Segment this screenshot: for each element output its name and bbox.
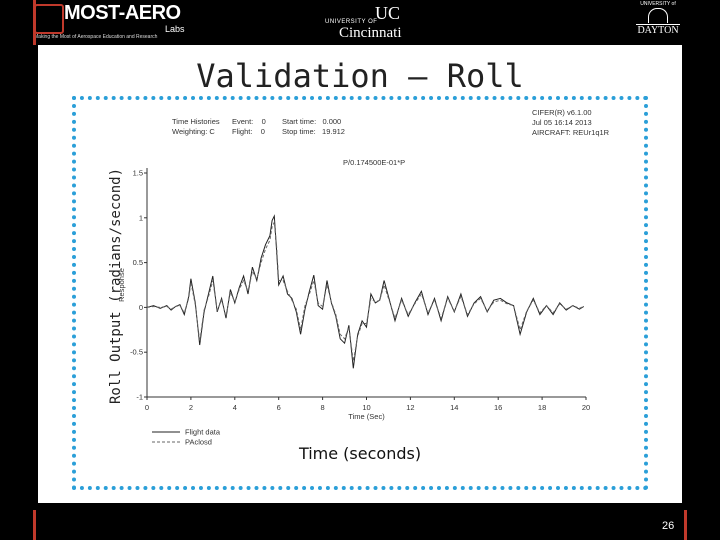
left-accent-bar-top <box>33 0 36 45</box>
logo-right-name: DAYTON <box>636 24 680 36</box>
x-tick-label: 12 <box>406 403 414 412</box>
left-accent-bar-bottom <box>33 510 36 540</box>
plot-header-col1: Time Histories Weighting: C <box>172 117 220 137</box>
y-tick-label: -1 <box>136 393 143 402</box>
y-tick-label: 1 <box>139 213 143 222</box>
y-tick-label: -0.5 <box>130 348 143 357</box>
stop-value: 19.912 <box>322 127 345 136</box>
logo-mid-mark: UC <box>375 3 401 23</box>
plot-header-start: Start time: 0.000 <box>282 117 345 127</box>
flight-label: Flight: <box>232 127 253 136</box>
plot-subtitle: P/0.174500E-01*P <box>343 158 406 167</box>
header-bar: MOST-AERO Labs Making the Most of Aerosp… <box>0 0 720 45</box>
x-tick-label: 4 <box>233 403 237 412</box>
slide-canvas <box>38 45 682 503</box>
logo-left-labs: Labs <box>165 24 185 34</box>
plot-header-aircraft: AIRCRAFT: REUr1q1R <box>532 128 610 137</box>
y-tick-label: 0.5 <box>133 258 143 267</box>
plot-header-col2: Event: 0 Flight: 0 <box>232 117 266 137</box>
plot-header-date: Jul 05 16:14 2013 <box>532 118 592 127</box>
logo-mid-name: Cincinnati <box>339 25 402 41</box>
chart-lines <box>146 214 585 369</box>
flight-value: 0 <box>260 127 265 136</box>
x-tick-label: 6 <box>277 403 281 412</box>
x-tick-label: 2 <box>189 403 193 412</box>
legend-label: Flight data <box>185 428 221 437</box>
logo-left-tagline: Making the Most of Aerospace Education a… <box>34 34 158 40</box>
cincinnati-logo: UC UNIVERSITY OF Cincinnati <box>325 3 445 43</box>
series-line-paclosd <box>146 220 584 362</box>
logo-left-name: MOST-AERO <box>64 2 181 24</box>
slide-x-axis-label: Time (seconds) <box>298 444 422 463</box>
plot-header-weighting: Weighting: C <box>172 127 215 136</box>
x-axis-title: Time (Sec) <box>348 412 385 421</box>
plot-header-stop: Stop time: 19.912 <box>282 127 345 137</box>
y-tick-label: 1.5 <box>133 169 143 178</box>
start-label: Start time: <box>282 117 317 126</box>
y-tick-label: 0 <box>139 303 143 312</box>
x-tick-label: 16 <box>494 403 502 412</box>
logo-mid-uni: UNIVERSITY OF <box>325 19 378 25</box>
chart-axes: 0 2 4 6 8 10 12 14 16 18 20 1.5 1 0.5 0 -0.5 -1 Response T… <box>117 168 590 421</box>
stop-label: Stop time: <box>282 127 316 136</box>
figure-frame <box>72 96 648 490</box>
plot-header-col3: Start time: 0.000 Stop time: 19.912 <box>282 117 345 137</box>
x-tick-label: 20 <box>582 403 590 412</box>
page-number: 26 <box>662 520 675 532</box>
x-tick-label: 10 <box>362 403 370 412</box>
legend-label: PAclosd <box>185 438 212 447</box>
plot-header-event: Event: 0 <box>232 117 266 127</box>
series-line-flight-data <box>146 214 585 369</box>
logo-right-uni: UNIVERSITY of <box>640 1 676 7</box>
x-tick-label: 8 <box>321 403 325 412</box>
start-value: 0.000 <box>322 117 342 126</box>
y-axis-title: Response <box>117 268 126 302</box>
x-tick-label: 0 <box>145 403 149 412</box>
plot-header-cifer: CIFER(R) v6.1.00 <box>532 108 592 117</box>
x-tick-label: 18 <box>538 403 546 412</box>
slide-title: Validation – Roll <box>196 57 524 95</box>
plot-header-flight: Flight: 0 <box>232 127 266 137</box>
right-accent-bar-bottom <box>684 510 687 540</box>
plot-header-time-histories: Time Histories <box>172 117 220 126</box>
dayton-logo: UNIVERSITY of DAYTON <box>636 1 680 43</box>
event-label: Event: <box>232 117 254 126</box>
event-value: 0 <box>261 117 266 126</box>
plot-header-col4: CIFER(R) v6.1.00 Jul 05 16:14 2013 AIRCR… <box>532 108 609 138</box>
dome-icon <box>648 8 668 23</box>
x-tick-label: 14 <box>450 403 458 412</box>
